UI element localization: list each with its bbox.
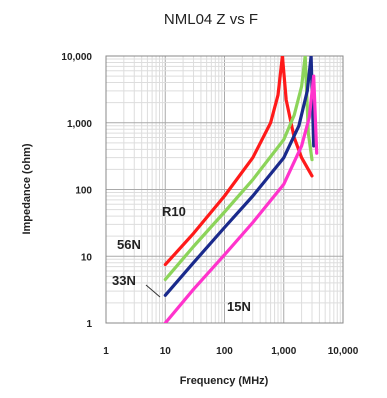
y-tick-label: 1 [86,319,92,330]
x-tick-label: 100 [216,346,233,357]
y-tick-label: 100 [75,186,92,197]
plot-frame [105,55,344,324]
label-56n: 56N [117,237,141,252]
series-line-15n [163,74,319,323]
label-r10: R10 [162,204,186,219]
y-tick-label: 10,000 [61,52,92,63]
x-tick-label: 10 [160,346,172,357]
label-33n: 33N [112,273,136,288]
label-33n-leader [145,284,161,298]
x-tick-label: 10,000 [328,346,359,357]
chart-title: NML04 Z vs F [164,11,258,28]
tick-labels: 1 10 100 1,000 10,000 1 10 100 1,000 10,000 [61,52,358,357]
series-line-33n [163,56,316,297]
series-line-r10 [163,56,314,267]
label-15n: 15N [227,299,251,314]
series-layer [163,56,319,323]
y-axis-label: Impedance (ohm) [21,143,33,234]
y-tick-label: 10 [81,252,93,263]
y-tick-label: 1,000 [67,119,92,130]
x-tick-label: 1 [103,346,109,357]
grid [105,56,343,324]
x-axis-label: Frequency (MHz) [180,375,269,387]
x-tick-label: 1,000 [271,346,296,357]
